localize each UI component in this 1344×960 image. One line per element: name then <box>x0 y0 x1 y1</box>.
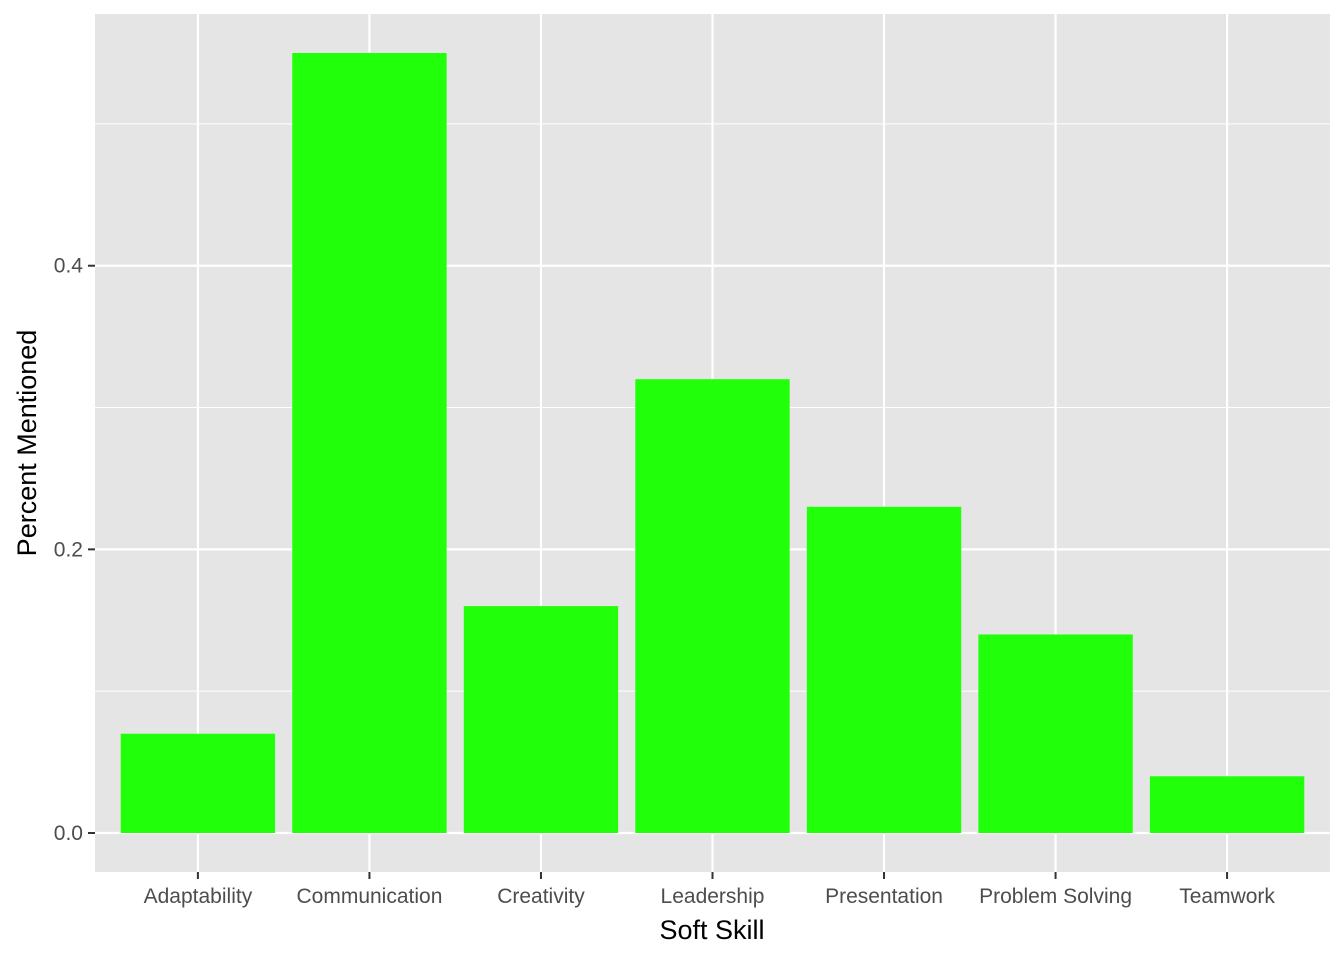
x-tick-label: Creativity <box>497 885 585 908</box>
x-tick-label: Leadership <box>661 885 765 908</box>
bar-creativity <box>463 606 619 833</box>
x-tick-label: Presentation <box>825 885 943 908</box>
x-axis-title: Soft Skill <box>659 915 764 945</box>
y-tick-label: 0.4 <box>54 255 84 278</box>
y-axis-title: Percent Mentioned <box>12 330 42 557</box>
bar-presentation <box>806 506 962 833</box>
y-tick-label: 0.0 <box>54 822 83 845</box>
x-axis-ticks: Adaptability Communication Creativity Leade… <box>144 872 1275 908</box>
bar-communication <box>292 53 447 833</box>
y-tick-label: 0.2 <box>54 538 83 561</box>
bars <box>120 53 1305 833</box>
x-tick-label: Adaptability <box>144 885 253 908</box>
bar-problem-solving <box>978 634 1133 833</box>
bar-adaptability <box>120 733 276 833</box>
x-tick-label: Problem Solving <box>979 885 1132 908</box>
x-tick-label: Communication <box>296 885 442 908</box>
x-tick-label: Teamwork <box>1179 885 1275 908</box>
y-axis-ticks: 0.0 0.2 0.4 <box>54 255 95 845</box>
bar-teamwork <box>1149 776 1305 833</box>
bar-leadership <box>635 379 790 833</box>
